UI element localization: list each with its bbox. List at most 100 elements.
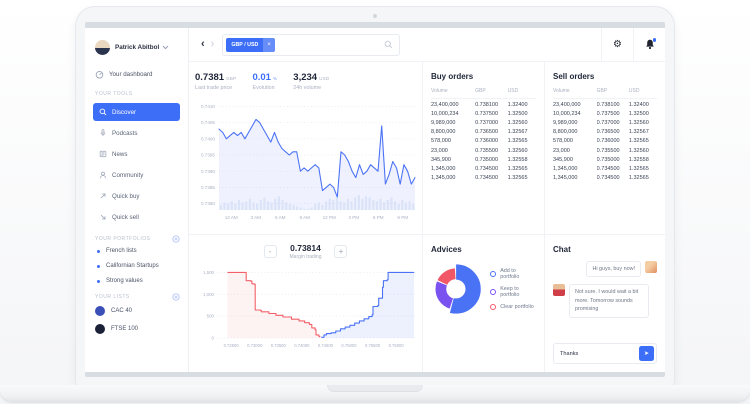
- order-row[interactable]: 1,345,000 0.734500 1.32565: [553, 172, 657, 181]
- stats-row: 0.7381 GBP Last trade price 0.01% Evoluti…: [189, 62, 422, 95]
- sidebar-item-news[interactable]: News: [93, 145, 180, 163]
- order-price: 0.736500: [596, 129, 620, 136]
- stat-last-trade-price: 0.7381 GBP Last trade price: [195, 72, 237, 91]
- list-color-dot: [95, 324, 105, 334]
- sidebar-item-community[interactable]: Community: [93, 166, 180, 184]
- order-price: 1.32560: [507, 147, 528, 154]
- order-price: 1.32400: [628, 102, 649, 109]
- order-row[interactable]: 10,000,234 0.737500 1.32500: [553, 108, 657, 117]
- order-volume: 23,000: [553, 147, 570, 154]
- sidebar-item-dashboard[interactable]: Your dashboard: [95, 70, 180, 79]
- pair-tag-close-button[interactable]: ×: [263, 37, 275, 52]
- order-price: 1.32565: [628, 138, 649, 145]
- order-row[interactable]: 9,989,000 0.737000 1.32560: [553, 117, 657, 126]
- bullet-dot: [97, 279, 100, 283]
- order-row[interactable]: 10,000,234 0.737500 1.32500: [431, 108, 536, 117]
- order-volume: 1,345,000: [553, 165, 578, 172]
- sidebar-item-quick-buy[interactable]: Quick buy: [93, 187, 180, 205]
- search-box[interactable]: GBP / USD ×: [222, 33, 401, 56]
- add-portfolio-button[interactable]: [172, 235, 180, 243]
- order-volume: 23,400,000: [431, 102, 459, 109]
- chat-title: Chat: [553, 245, 571, 254]
- pair-tag: GBP / USD ×: [226, 37, 275, 52]
- list-label: FTSE 100: [111, 326, 139, 332]
- order-price: 0.734500: [596, 174, 620, 181]
- laptop-notch: [327, 385, 423, 392]
- order-price: 0.738100: [596, 102, 620, 109]
- order-volume: 10,000,234: [553, 111, 581, 118]
- paper-plane-icon: ➤: [643, 350, 650, 357]
- order-row[interactable]: 578,000 0.736000 1.32565: [553, 135, 657, 144]
- user-name: Patrick Abitbol: [115, 44, 160, 51]
- order-price: 1.32500: [628, 111, 649, 118]
- col-header-usd: USD: [507, 88, 536, 99]
- order-row[interactable]: 345,900 0.735000 1.32558: [431, 154, 536, 163]
- laptop-screen: Patrick Abitbol Your dashboard YOUR TOOL…: [75, 6, 675, 385]
- order-volume: 1,345,000: [431, 165, 456, 172]
- margin-decrease-button[interactable]: -: [263, 245, 277, 258]
- order-row[interactable]: 23,400,000 0.738100 1.32400: [431, 99, 536, 109]
- portfolio-item-californian-startups[interactable]: Californian Startups: [97, 263, 180, 269]
- dashboard-content: 0.7381 GBP Last trade price 0.01% Evoluti…: [189, 62, 665, 372]
- margin-increase-button[interactable]: +: [334, 245, 348, 258]
- portfolio-label: French lists: [106, 248, 137, 254]
- order-price: 0.737000: [596, 120, 620, 127]
- order-row[interactable]: 1,345,000 0.734500 1.32565: [431, 163, 536, 172]
- sidebar-item-quick-sell[interactable]: Quick sell: [93, 208, 180, 226]
- user-menu[interactable]: Patrick Abitbol: [95, 40, 180, 55]
- order-price: 0.738100: [475, 102, 499, 109]
- order-row[interactable]: 345,900 0.735000 1.32558: [553, 154, 657, 163]
- order-price: 0.737000: [475, 120, 499, 127]
- sidebar-item-podcasts[interactable]: Podcasts: [93, 124, 180, 142]
- order-row[interactable]: 1,345,000 0.734500 1.32565: [553, 163, 657, 172]
- order-row[interactable]: 23,000 0.735500 1.32560: [431, 144, 536, 154]
- add-list-button[interactable]: [172, 293, 180, 301]
- notifications-button[interactable]: [633, 28, 665, 61]
- charts-column: 0.7381 GBP Last trade price 0.01% Evoluti…: [189, 62, 422, 372]
- order-row[interactable]: 23,400,000 0.738100 1.32400: [553, 99, 657, 109]
- order-row[interactable]: 1,345,000 0.734500 1.32565: [431, 172, 536, 181]
- svg-text:12 PM: 12 PM: [323, 215, 336, 220]
- order-volume: 23,000: [431, 147, 448, 154]
- portfolio-item-french-lists[interactable]: French lists: [97, 248, 180, 254]
- svg-text:0.74000: 0.74000: [294, 343, 310, 348]
- svg-text:3 PM: 3 PM: [348, 215, 359, 220]
- gear-icon: ⚙: [613, 39, 622, 50]
- sidebar-item-discover[interactable]: Discover: [93, 103, 180, 121]
- order-row[interactable]: 8,800,000 0.736500 1.32567: [553, 126, 657, 135]
- portfolio-item-strong-values[interactable]: Strong values: [97, 278, 180, 284]
- stat-evolution: 0.01% Evolution: [252, 72, 278, 91]
- list-item-cac40[interactable]: CAC 40: [95, 306, 180, 316]
- svg-text:0.73000: 0.73000: [247, 343, 263, 348]
- list-item-ftse100[interactable]: FTSE 100: [95, 324, 180, 334]
- dashboard-icon: [95, 70, 104, 79]
- sidebar-item-label: Discover: [112, 108, 137, 116]
- order-price: 0.737500: [596, 111, 620, 118]
- portfolio-label: Strong values: [106, 278, 143, 284]
- order-row[interactable]: 9,989,000 0.737000 1.32560: [431, 117, 536, 126]
- advices-title: Advices: [431, 245, 462, 254]
- sidebar-item-label: News: [112, 150, 128, 158]
- legend-clear-portfolio: Clear portfolio: [490, 304, 536, 310]
- order-row[interactable]: 578,000 0.736000 1.32565: [431, 135, 536, 144]
- svg-text:0.74500: 0.74500: [318, 343, 334, 348]
- chat-avatar: [645, 261, 657, 273]
- chat-bubble: Not sure. I would wait a bit more. Tomor…: [569, 284, 649, 318]
- send-button[interactable]: ➤: [639, 346, 654, 361]
- order-price: 1.32400: [507, 102, 528, 109]
- forward-button[interactable]: ›: [210, 38, 215, 50]
- col-header-gbp: GBP: [596, 88, 629, 99]
- settings-button[interactable]: ⚙: [601, 28, 633, 61]
- search-input[interactable]: [274, 41, 385, 48]
- section-your-portfolios: YOUR PORTFOLIOS: [95, 236, 151, 242]
- legend-add-to-portfolio: Add to portfolio: [490, 268, 536, 280]
- chat-input[interactable]: [554, 350, 637, 357]
- legend-keep-to-portfolio: Keep to portfolio: [490, 286, 536, 298]
- svg-text:0.7385: 0.7385: [201, 185, 215, 190]
- order-row[interactable]: 23,000 0.735500 1.32560: [553, 144, 657, 154]
- order-row[interactable]: 8,800,000 0.736500 1.32567: [431, 126, 536, 135]
- arrow-down-right-icon: [99, 213, 107, 221]
- back-button[interactable]: ‹: [201, 38, 205, 50]
- chat-panel: Chat Hi guys, buy now! Not sure. I would…: [545, 235, 665, 372]
